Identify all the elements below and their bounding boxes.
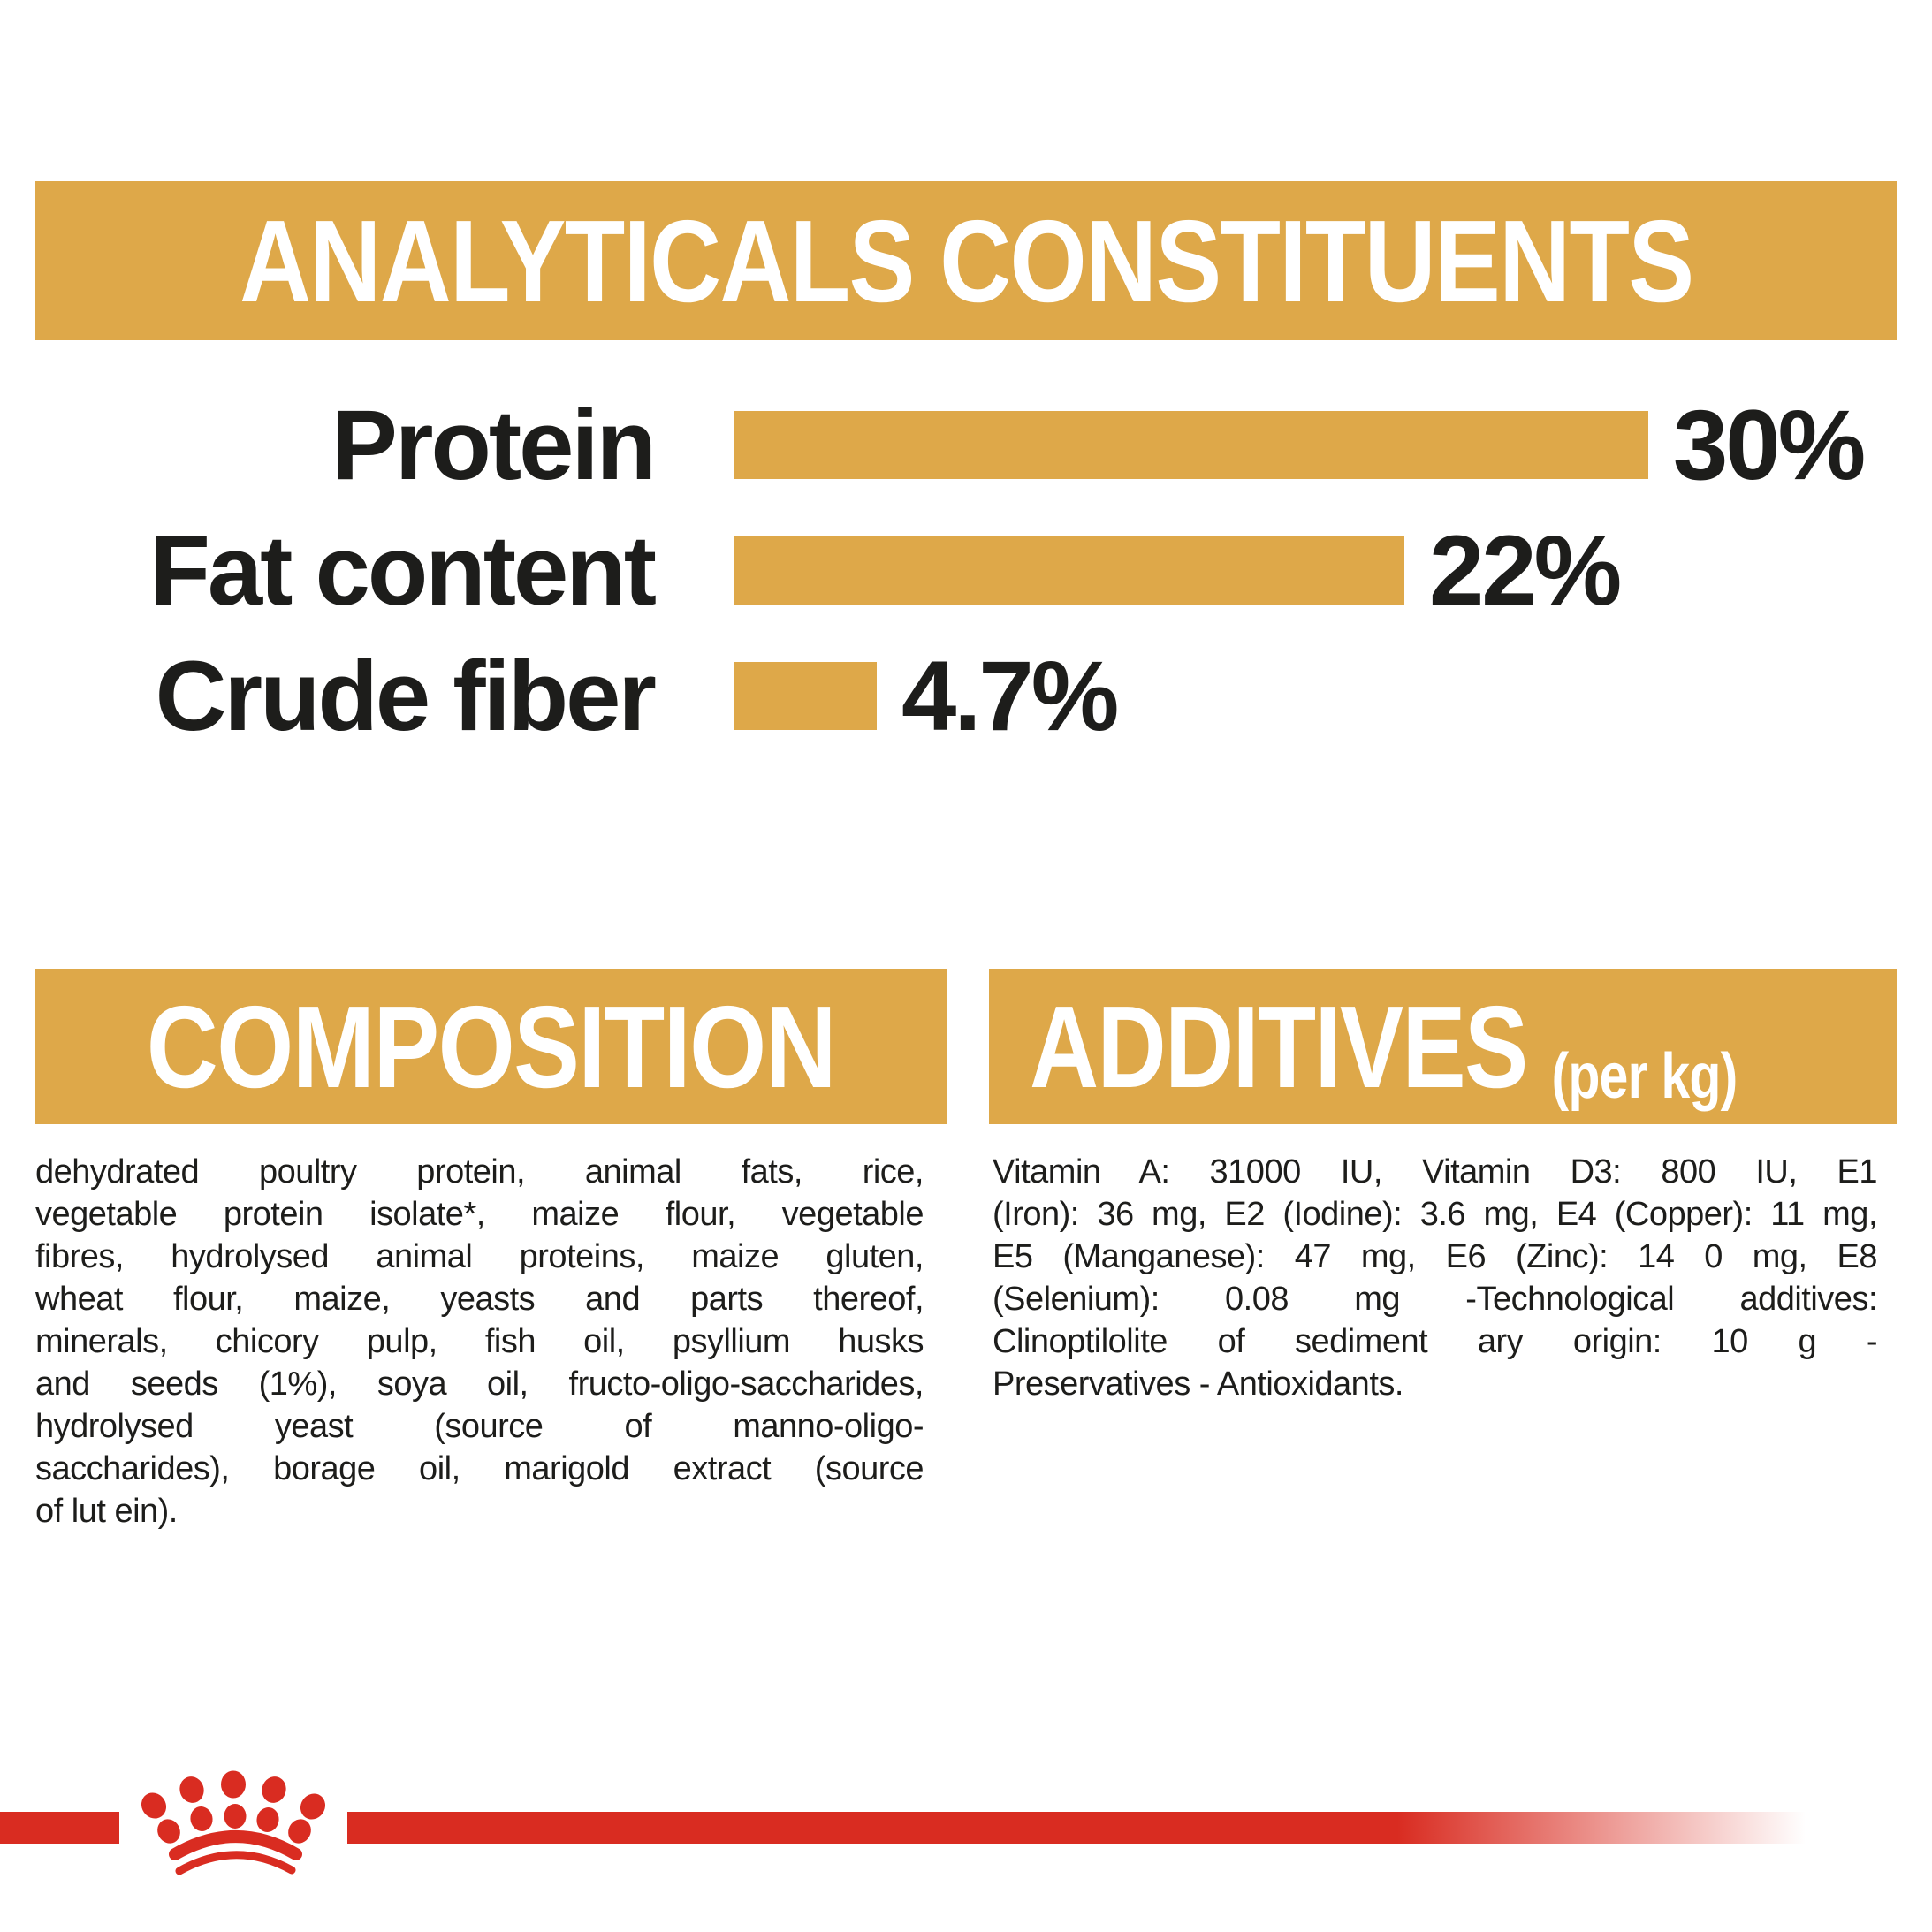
text-line: dehydrated poultry protein, animal fats,… <box>35 1153 924 1190</box>
text-line: (Iron): 36 mg, E2 (Iodine): 3.6 mg, E4 (… <box>993 1196 1877 1233</box>
additives-title: ADDITIVES <box>1030 981 1528 1112</box>
chart-category-label: Fat content <box>149 514 657 626</box>
additives-heading: ADDITIVES (per kg) <box>1030 980 1738 1114</box>
chart-row: Protein 30% <box>0 382 1932 507</box>
text-line: Preservatives - Antioxidants. <box>993 1365 1403 1403</box>
text-line: vegetable protein isolate*, maize flour,… <box>35 1196 924 1233</box>
analyticals-banner: ANALYTICALS CONSTITUENTS <box>35 181 1897 340</box>
additives-title-suffix: (per kg) <box>1551 1040 1738 1112</box>
text-line: and seeds (1%), soya oil, fructo-oligo-s… <box>35 1365 924 1403</box>
composition-banner: COMPOSITION <box>35 969 947 1124</box>
brand-stripe-left <box>0 1812 119 1844</box>
text-line: of lut ein). <box>35 1493 178 1530</box>
text-line: fibres, hydrolysed animal proteins, maiz… <box>35 1238 924 1275</box>
chart-value-label: 22% <box>1429 514 1622 626</box>
text-line: Vitamin A: 31000 IU, Vitamin D3: 800 IU,… <box>993 1153 1877 1190</box>
chart-category-label: Crude fiber <box>155 640 657 751</box>
chart-value-label: 30% <box>1673 389 1866 500</box>
chart-bar <box>734 536 1404 605</box>
brand-stripe-right <box>347 1812 1806 1844</box>
chart-row: Crude fiber 4.7% <box>0 633 1932 758</box>
chart-bar <box>734 661 877 730</box>
text-line: (Selenium): 0.08 mg -Technological addit… <box>993 1281 1877 1318</box>
chart-category-label: Protein <box>331 389 657 500</box>
analyticals-chart: Protein 30% Fat content 22% Crude fiber 4.7% <box>0 382 1932 758</box>
chart-row: Fat content 22% <box>0 507 1932 633</box>
additives-banner: ADDITIVES (per kg) <box>989 969 1897 1124</box>
text-line: E5 (Manganese): 47 mg, E6 (Zinc): 14 0 m… <box>993 1238 1877 1275</box>
chart-bar <box>734 410 1648 479</box>
text-line: saccharides), borage oil, marigold extra… <box>35 1450 924 1487</box>
text-line: hydrolysed yeast (source of manno-oligo- <box>35 1408 924 1445</box>
text-line: wheat flour, maize, yeasts and parts the… <box>35 1281 924 1318</box>
composition-text: dehydrated poultry protein, animal fats,… <box>35 1151 924 1533</box>
royal-canin-crown-logo <box>141 1770 326 1875</box>
analyticals-title: ANALYTICALS CONSTITUENTS <box>239 195 1694 326</box>
chart-value-label: 4.7% <box>901 640 1119 751</box>
composition-title: COMPOSITION <box>146 981 837 1112</box>
additives-text: Vitamin A: 31000 IU, Vitamin D3: 800 IU,… <box>993 1151 1877 1405</box>
text-line: Clinoptilolite of sediment ary origin: 1… <box>993 1323 1877 1360</box>
text-line: minerals, chicory pulp, fish oil, psylli… <box>35 1323 924 1360</box>
